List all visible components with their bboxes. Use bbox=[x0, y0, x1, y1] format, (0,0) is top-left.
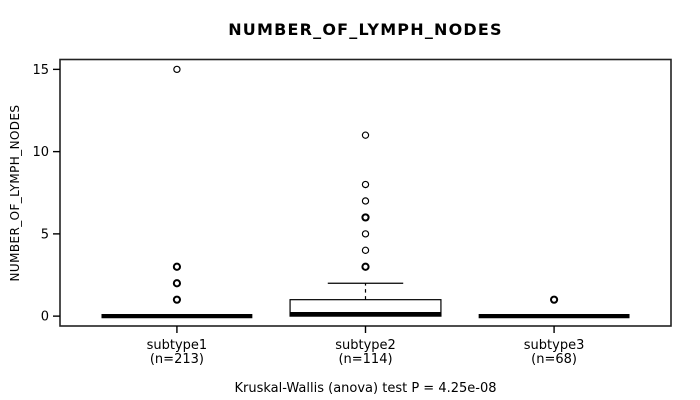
outlier-point bbox=[361, 213, 370, 222]
outlier-point bbox=[172, 295, 182, 304]
y-tick-label: 15 bbox=[32, 63, 49, 78]
y-tick-label: 5 bbox=[41, 227, 49, 242]
x-category-label: subtype3 bbox=[524, 338, 585, 353]
outlier-point bbox=[361, 197, 370, 205]
x-category-sublabel: (n=68) bbox=[531, 352, 577, 367]
outlier-point bbox=[361, 131, 370, 139]
outlier-point bbox=[361, 262, 370, 271]
x-category-label: subtype2 bbox=[335, 338, 396, 353]
outlier-point bbox=[549, 295, 559, 304]
outlier-point bbox=[172, 262, 182, 271]
outlier-point bbox=[173, 65, 181, 74]
x-category-label: subtype1 bbox=[147, 338, 208, 353]
y-tick-label: 0 bbox=[41, 310, 49, 325]
outlier-point bbox=[361, 246, 370, 255]
stat-test-caption: Kruskal-Wallis (anova) test P = 4.25e-08 bbox=[234, 381, 497, 396]
x-category-sublabel: (n=213) bbox=[150, 352, 204, 367]
outlier-point bbox=[361, 180, 370, 189]
y-tick-label: 10 bbox=[32, 145, 49, 160]
chart-title: NUMBER_OF_LYMPH_NODES bbox=[228, 20, 503, 39]
outlier-point bbox=[172, 279, 182, 288]
plot-frame bbox=[59, 58, 672, 327]
x-category-sublabel: (n=114) bbox=[338, 352, 392, 367]
outlier-point bbox=[361, 230, 370, 238]
